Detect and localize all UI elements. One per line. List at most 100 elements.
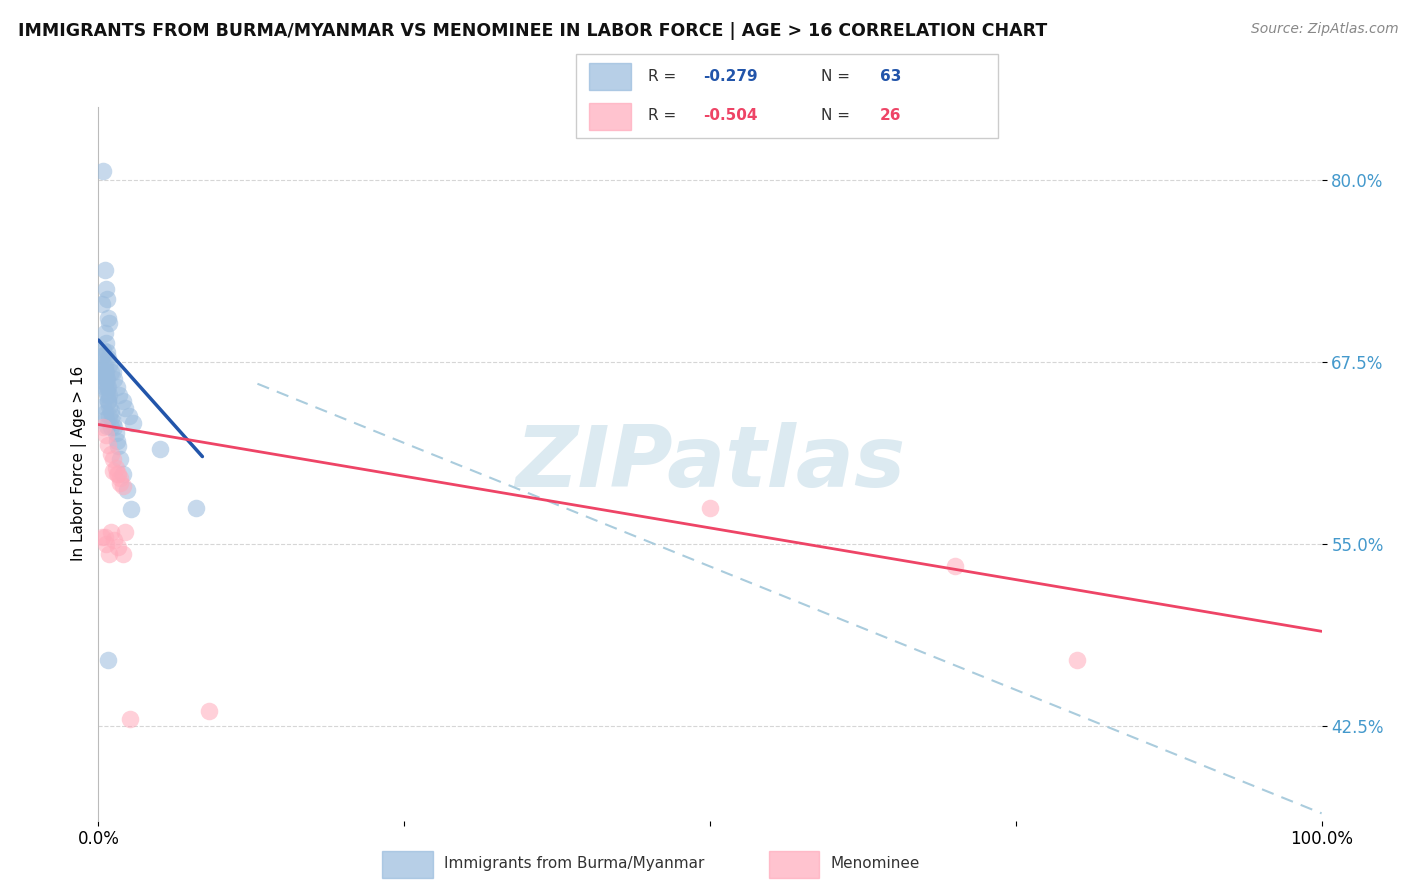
Point (98, 388, 121, 402)
Point (94, 365, 117, 379)
Point (101, 415, 124, 429)
Point (91, 365, 114, 379)
Point (186, 500, 208, 515)
Point (91, 374, 114, 388)
Point (101, 365, 124, 379)
Point (96, 293, 118, 307)
Point (103, 372, 125, 386)
Text: 63: 63 (880, 69, 901, 84)
Point (121, 416, 143, 430)
Text: N =: N = (821, 69, 851, 84)
Point (111, 547, 134, 561)
Point (97, 394, 120, 409)
Point (96, 419, 118, 434)
Point (103, 533, 125, 547)
Point (97, 394, 120, 409)
Point (94, 372, 117, 386)
Point (94, 384, 117, 398)
Point (111, 478, 134, 492)
Point (111, 467, 134, 481)
FancyBboxPatch shape (382, 851, 433, 878)
Point (98, 409, 121, 423)
Point (98, 358, 121, 372)
Point (110, 471, 132, 485)
Point (103, 420, 125, 434)
Point (91, 399, 114, 413)
Point (98, 547, 121, 561)
FancyBboxPatch shape (589, 103, 631, 130)
Point (91, 164, 114, 178)
Point (96, 372, 118, 386)
FancyBboxPatch shape (589, 62, 631, 90)
Point (96, 388, 118, 402)
Point (100, 420, 122, 434)
Point (94, 411, 117, 425)
Point (91, 362, 114, 376)
Point (91, 349, 114, 363)
Text: -0.279: -0.279 (703, 69, 758, 84)
Point (114, 401, 136, 416)
Point (93, 406, 115, 420)
Text: R =: R = (648, 69, 676, 84)
Point (699, 500, 721, 515)
Point (91, 530, 114, 544)
Point (100, 404, 122, 418)
Point (93, 379, 115, 393)
Point (94, 427, 117, 442)
Point (108, 388, 131, 402)
Point (93, 263, 115, 277)
Point (115, 483, 138, 497)
FancyBboxPatch shape (576, 54, 998, 138)
Point (1066, 653, 1088, 667)
Point (101, 409, 124, 423)
Point (91, 349, 114, 363)
Point (91, 420, 114, 434)
Point (118, 409, 141, 423)
Point (105, 379, 128, 393)
Text: Menominee: Menominee (831, 855, 921, 871)
Point (104, 461, 127, 475)
Point (94, 537, 117, 551)
Point (107, 467, 129, 481)
Point (100, 447, 122, 461)
Point (111, 394, 134, 409)
Point (94, 282, 117, 296)
Text: ZIPatlas: ZIPatlas (515, 422, 905, 506)
Point (105, 434, 128, 448)
Point (93, 326, 115, 340)
Text: R =: R = (648, 108, 676, 123)
Point (120, 712, 142, 726)
Point (100, 525, 122, 540)
Point (97, 311, 120, 326)
Point (98, 399, 121, 413)
Point (110, 452, 132, 467)
Text: N =: N = (821, 108, 851, 123)
Point (943, 558, 966, 573)
Point (97, 438, 120, 452)
Point (120, 502, 142, 516)
Point (97, 379, 120, 393)
Point (107, 540, 129, 554)
Point (93, 530, 115, 544)
Text: 26: 26 (880, 108, 901, 123)
Point (91, 296, 114, 310)
Point (197, 705, 219, 719)
FancyBboxPatch shape (769, 851, 820, 878)
Point (101, 464, 124, 478)
Point (91, 358, 114, 372)
Point (107, 439, 129, 453)
Y-axis label: In Labor Force | Age > 16: In Labor Force | Age > 16 (72, 367, 87, 561)
Point (97, 653, 120, 667)
Point (91, 369, 114, 384)
Point (96, 379, 118, 393)
Text: IMMIGRANTS FROM BURMA/MYANMAR VS MENOMINEE IN LABOR FORCE | AGE > 16 CORRELATION: IMMIGRANTS FROM BURMA/MYANMAR VS MENOMIN… (18, 22, 1047, 40)
Point (105, 467, 128, 481)
Point (114, 525, 136, 540)
Point (94, 335, 117, 350)
Point (98, 316, 121, 330)
Text: Source: ZipAtlas.com: Source: ZipAtlas.com (1251, 22, 1399, 37)
Text: Immigrants from Burma/Myanmar: Immigrants from Burma/Myanmar (444, 855, 704, 871)
Point (104, 426, 127, 441)
Point (101, 452, 124, 467)
Text: -0.504: -0.504 (703, 108, 758, 123)
